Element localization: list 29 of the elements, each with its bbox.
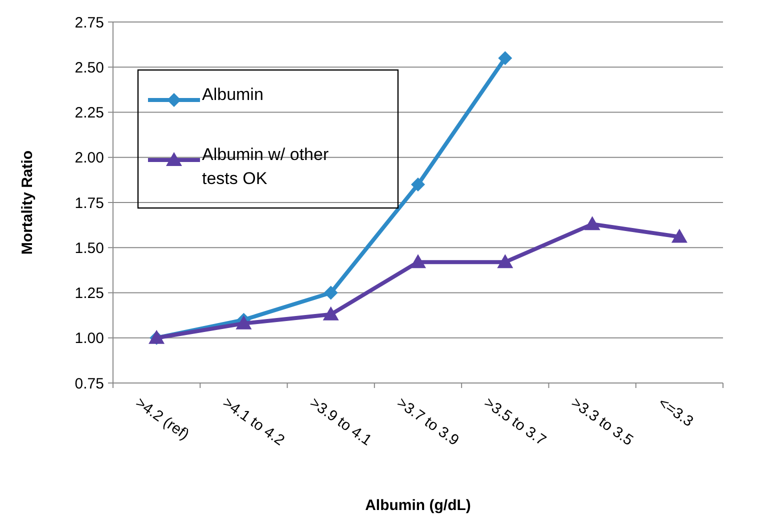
point [322, 306, 339, 320]
y-tick-label: 2.50 [74, 59, 104, 76]
point [497, 254, 514, 268]
y-tick-label: 1.50 [74, 240, 104, 257]
legend-label: Albumin w/ other tests OK [202, 145, 329, 188]
legend-label: Albumin [202, 85, 264, 104]
point [498, 51, 512, 66]
y-tick-label: 1.25 [74, 285, 104, 302]
y-tick-label: 2.00 [74, 150, 104, 167]
point [411, 177, 425, 192]
point [584, 216, 600, 230]
x-tick-label: >3.3 to 3.5 [568, 394, 636, 450]
y-tick-label: 2.25 [74, 104, 104, 122]
y-axis-title: Mortality Ratio [19, 150, 36, 255]
x-axis-title: Albumin (g/dL) [365, 497, 471, 514]
x-tick-label: >3.9 to 4.1 [306, 394, 375, 450]
y-tick-label: 0.75 [74, 375, 104, 392]
y-tick-label: 1.00 [74, 330, 104, 348]
point [236, 315, 252, 330]
point [410, 254, 426, 268]
y-tick-label: 1.75 [74, 194, 104, 212]
x-tick-label: >3.7 to 3.9 [394, 394, 462, 450]
y-tick-label: 2.75 [74, 14, 104, 32]
point [671, 228, 688, 243]
x-tick-label: >4.1 to 4.2 [219, 394, 288, 450]
x-tick-label: <=3.3 [655, 394, 696, 430]
x-tick-label: >4.2 (ref) [132, 394, 192, 444]
point [324, 286, 338, 300]
x-tick-label: >3.5 to 3.7 [480, 394, 550, 450]
